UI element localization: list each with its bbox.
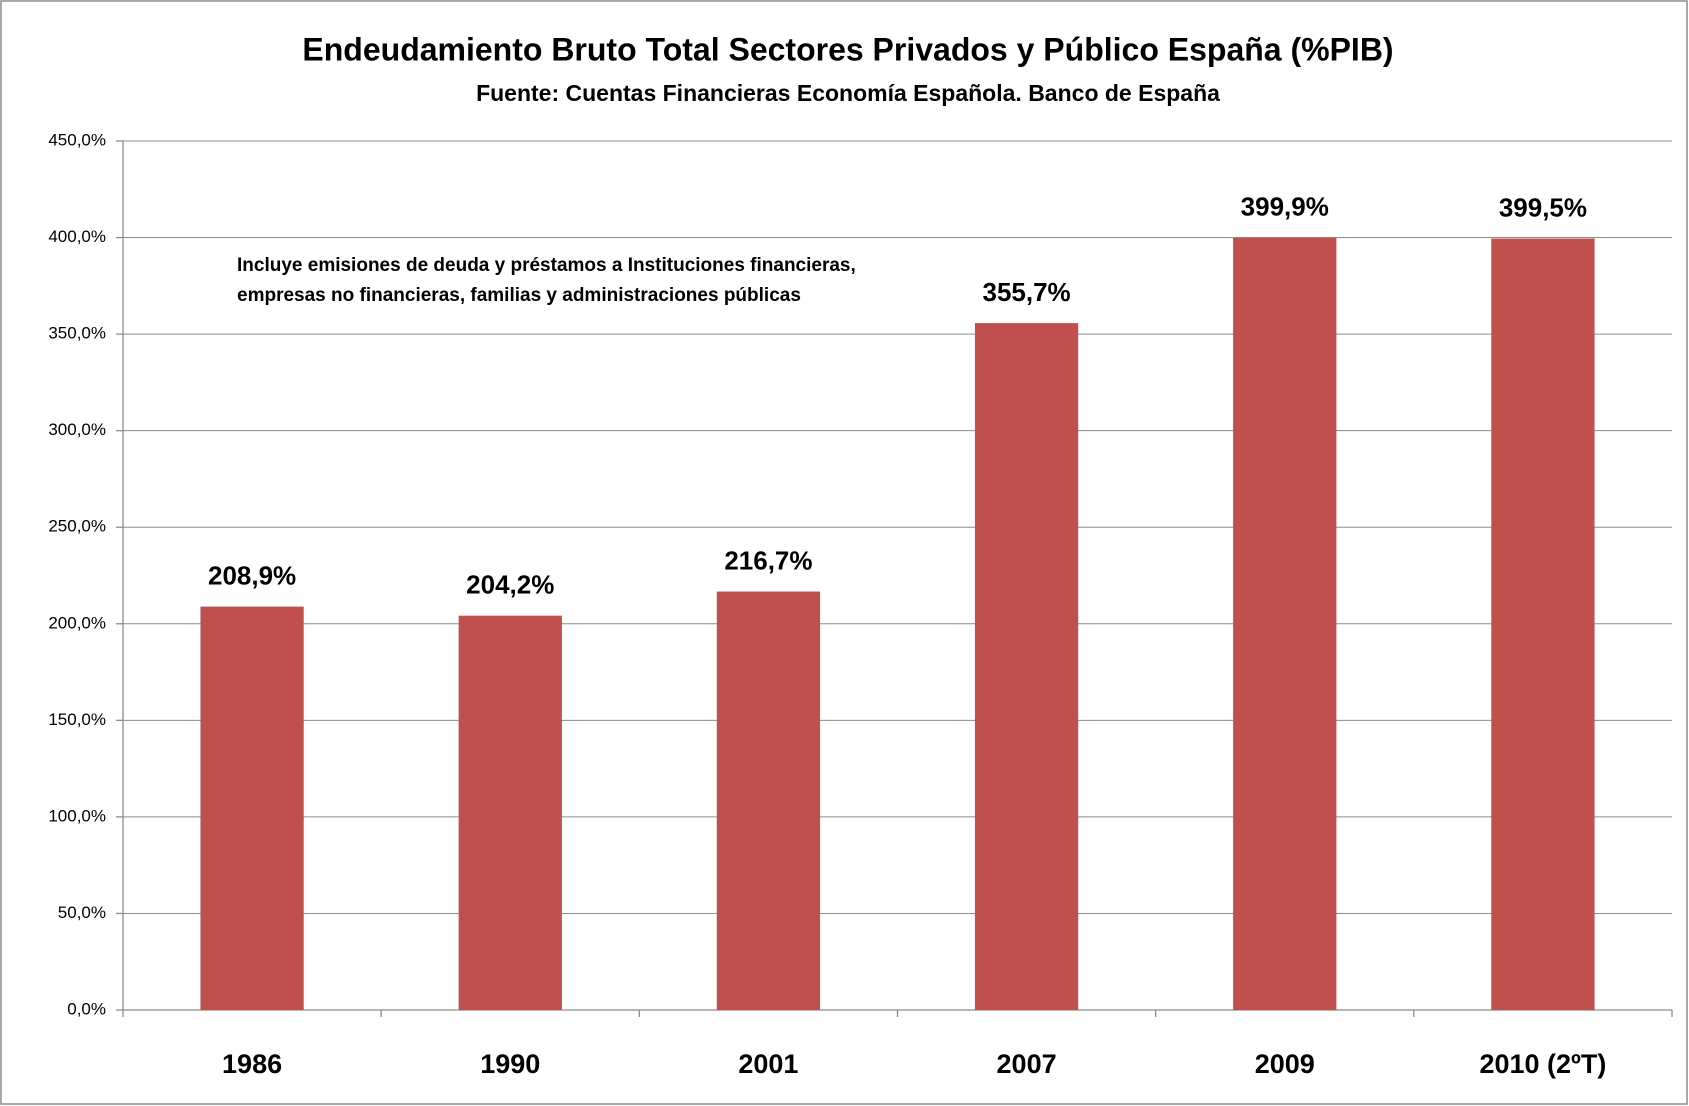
x-tick-label: 2001 [738, 1049, 798, 1079]
y-tick-label: 250,0% [48, 517, 106, 536]
x-tick-label: 2010 (2ºT) [1479, 1049, 1606, 1079]
chart-title: Endeudamiento Bruto Total Sectores Priva… [302, 31, 1393, 67]
y-tick-label: 450,0% [48, 130, 106, 149]
annotation: Incluye emisiones de deuda y préstamos a… [237, 255, 856, 276]
bar [1233, 237, 1337, 1011]
bar [458, 615, 562, 1010]
y-tick-label: 100,0% [48, 806, 106, 825]
data-label: 399,5% [1499, 192, 1587, 222]
x-tick-label: 2009 [1255, 1049, 1315, 1079]
y-tick-label: 400,0% [48, 227, 106, 246]
y-tick-label: 0,0% [67, 999, 106, 1018]
y-tick-label: 300,0% [48, 420, 106, 439]
bar [200, 606, 304, 1010]
bar [716, 591, 821, 1010]
y-tick-label: 150,0% [48, 710, 106, 729]
annotation: empresas no financieras, familias y admi… [237, 285, 801, 306]
data-label: 204,2% [466, 570, 554, 600]
x-tick-label: 1990 [480, 1049, 540, 1079]
bar [974, 323, 1079, 1011]
y-tick-label: 200,0% [48, 613, 106, 632]
x-tick-label: 2007 [997, 1049, 1057, 1079]
data-label: 216,7% [724, 545, 812, 575]
bar [1491, 238, 1595, 1010]
data-label: 355,7% [982, 277, 1070, 307]
chart-subtitle: Fuente: Cuentas Financieras Economía Esp… [476, 80, 1220, 106]
x-tick-label: 1986 [222, 1049, 282, 1079]
data-label: 208,9% [208, 560, 296, 590]
data-label: 399,9% [1241, 192, 1329, 222]
y-tick-label: 50,0% [58, 903, 106, 922]
y-tick-label: 350,0% [48, 324, 106, 343]
